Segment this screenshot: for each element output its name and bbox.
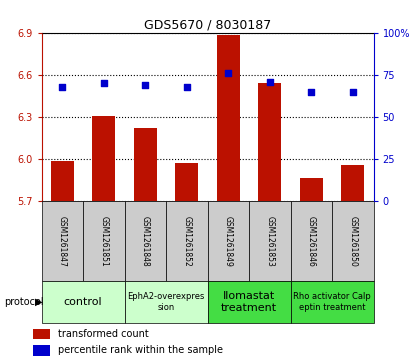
Point: [183, 84, 190, 90]
Text: GSM1261846: GSM1261846: [307, 216, 316, 267]
Point: [100, 80, 107, 86]
Bar: [33, 345, 50, 356]
Text: Ilomastat
treatment: Ilomastat treatment: [221, 291, 277, 313]
Text: GSM1261851: GSM1261851: [99, 216, 108, 267]
Point: [142, 82, 149, 88]
Bar: [93, 116, 115, 201]
Bar: [341, 165, 364, 201]
Bar: [332, 201, 374, 281]
Text: transformed count: transformed count: [58, 329, 149, 339]
Bar: [290, 281, 374, 323]
Text: control: control: [63, 297, 103, 307]
Bar: [166, 201, 208, 281]
Text: GSM1261850: GSM1261850: [348, 216, 357, 267]
Bar: [42, 281, 124, 323]
Text: GSM1261853: GSM1261853: [265, 216, 274, 267]
Text: Rho activator Calp
eptin treatment: Rho activator Calp eptin treatment: [293, 293, 371, 312]
Text: EphA2-overexpres
sion: EphA2-overexpres sion: [127, 293, 205, 312]
Text: ▶: ▶: [35, 297, 43, 307]
Text: protocol: protocol: [4, 297, 44, 307]
Bar: [217, 36, 240, 201]
Bar: [33, 329, 50, 339]
Title: GDS5670 / 8030187: GDS5670 / 8030187: [144, 19, 271, 32]
Point: [225, 70, 232, 76]
Bar: [290, 201, 332, 281]
Bar: [124, 201, 166, 281]
Text: GSM1261849: GSM1261849: [224, 216, 233, 267]
Point: [349, 89, 356, 95]
Bar: [83, 201, 124, 281]
Bar: [249, 201, 290, 281]
Bar: [176, 163, 198, 201]
Bar: [42, 201, 83, 281]
Bar: [208, 281, 290, 323]
Bar: [300, 178, 323, 201]
Bar: [134, 129, 157, 201]
Point: [266, 79, 273, 85]
Bar: [208, 201, 249, 281]
Bar: [51, 161, 74, 201]
Point: [308, 89, 315, 95]
Bar: [124, 281, 208, 323]
Text: percentile rank within the sample: percentile rank within the sample: [58, 345, 223, 355]
Text: GSM1261848: GSM1261848: [141, 216, 150, 267]
Point: [59, 84, 66, 90]
Text: GSM1261852: GSM1261852: [182, 216, 191, 267]
Text: GSM1261847: GSM1261847: [58, 216, 67, 267]
Bar: [258, 83, 281, 201]
